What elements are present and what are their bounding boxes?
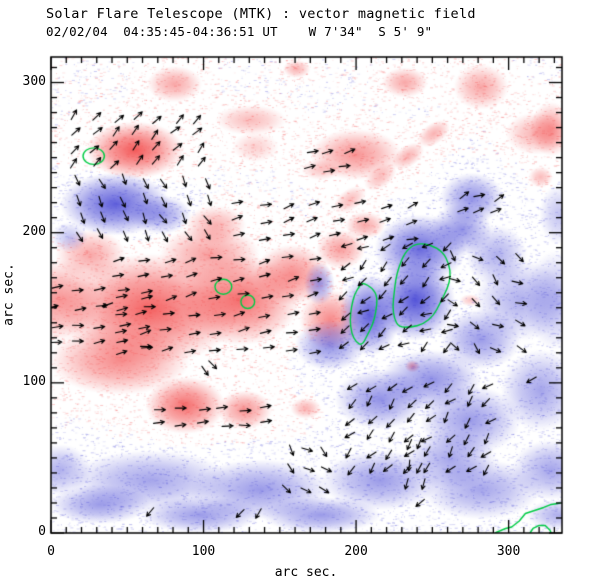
y-tick-label: 300	[22, 73, 46, 89]
x-tick-label: 200	[344, 544, 368, 559]
y-tick-label: 100	[22, 373, 46, 389]
x-tick-label: 300	[496, 544, 521, 559]
x-tick-label: 100	[191, 544, 216, 559]
y-axis-label: arc sec.	[1, 263, 17, 326]
x-axis-label: arc sec.	[274, 565, 338, 580]
figure-subtitle: 02/02/04 04:35:45-04:36:51 UT W 7'34" S …	[46, 24, 433, 39]
x-tick-label: 0	[47, 544, 55, 559]
y-tick-label: 200	[22, 223, 46, 239]
y-tick-label: 0	[38, 524, 46, 539]
figure-title: Solar Flare Telescope (MTK) : vector mag…	[46, 6, 476, 22]
